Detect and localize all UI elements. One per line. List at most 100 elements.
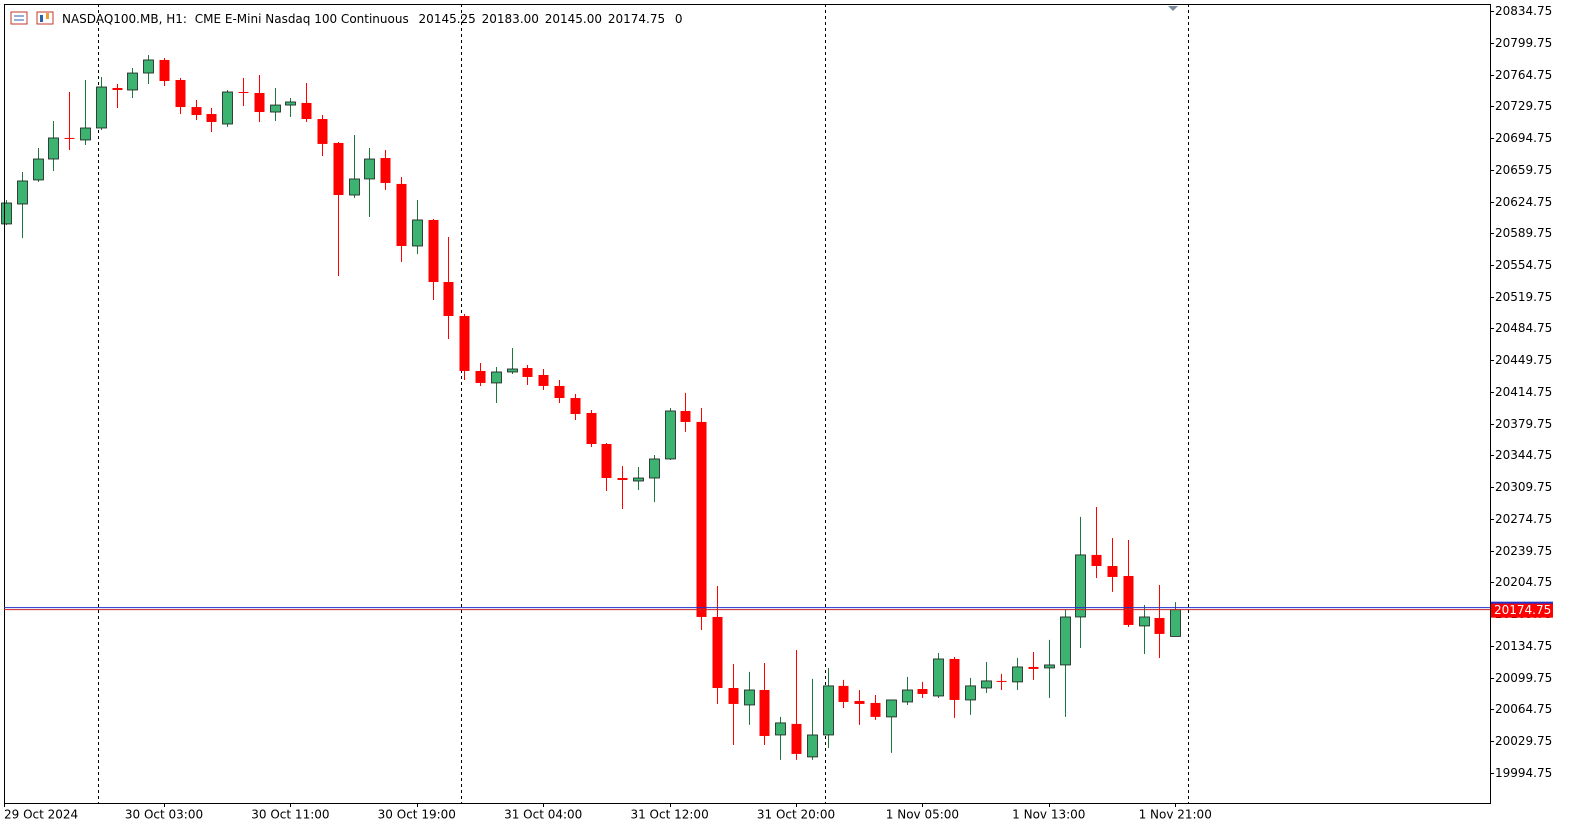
separators xyxy=(98,4,1189,803)
candle-body xyxy=(48,137,59,160)
y-tick-label: 20274.75 xyxy=(1495,512,1552,526)
candle-body xyxy=(317,119,328,144)
y-tick-label: 20064.75 xyxy=(1495,702,1552,716)
candle-body xyxy=(522,367,533,377)
price-label-bg xyxy=(1491,603,1553,618)
candle-body xyxy=(1154,617,1165,634)
candle-body xyxy=(270,104,281,113)
candle-body xyxy=(80,127,91,141)
candle-body xyxy=(949,658,960,700)
candle-body xyxy=(1044,664,1055,669)
candle-body xyxy=(1075,554,1086,618)
y-tick-label: 20834.75 xyxy=(1495,4,1552,18)
candle-body xyxy=(1060,616,1071,666)
y-tick-label: 20309.75 xyxy=(1495,480,1552,494)
low: 20145.00 xyxy=(545,12,602,26)
y-tick-label: 20344.75 xyxy=(1495,448,1552,462)
y-tick-label: 20799.75 xyxy=(1495,36,1552,50)
axes: 20834.75 20799.75 20764.75 20729.75 20694.75… xyxy=(4,4,1553,822)
candle-body xyxy=(254,92,265,113)
y-tick-label: 20729.75 xyxy=(1495,99,1552,113)
candle-body xyxy=(775,722,786,736)
price-label: 20174.75 xyxy=(1494,603,1551,617)
candle-body xyxy=(1,202,12,225)
candle-body xyxy=(459,316,470,371)
chart-header: NASDAQ100.MB, H1: CME E-Mini Nasdaq 100 … xyxy=(62,12,683,26)
candle-body xyxy=(902,689,913,703)
open: 20145.25 xyxy=(419,12,476,26)
candle-body xyxy=(491,371,502,384)
close: 20174.75 xyxy=(608,12,665,26)
candle-body xyxy=(870,702,881,717)
y-tick-label: 20764.75 xyxy=(1495,68,1552,82)
high: 20183.00 xyxy=(482,12,539,26)
icon xyxy=(46,13,49,19)
candle-body xyxy=(159,59,170,82)
x-tick-label: 1 Nov 21:00 xyxy=(1139,808,1212,822)
candle-body xyxy=(617,478,628,481)
volume: 0 xyxy=(675,12,683,26)
candle-body xyxy=(112,87,123,90)
y-tick-label: 20519.75 xyxy=(1495,290,1552,304)
candle-body xyxy=(744,689,755,706)
candle-body xyxy=(64,137,75,139)
x-tick-label: 29 Oct 2024 xyxy=(4,808,78,822)
candle-body xyxy=(965,685,976,701)
candle-body xyxy=(570,398,581,414)
candle-body xyxy=(175,80,186,108)
y-tick-label: 20554.75 xyxy=(1495,258,1552,272)
y-tick-label: 20414.75 xyxy=(1495,385,1552,399)
header-icons xyxy=(10,11,54,25)
candle-body xyxy=(96,86,107,129)
x-tick-label: 1 Nov 13:00 xyxy=(1012,808,1085,822)
candle-body xyxy=(1123,575,1134,625)
candle-body xyxy=(917,688,928,694)
candle-body xyxy=(728,687,739,704)
x-tick-label: 30 Oct 11:00 xyxy=(251,808,329,822)
candle-body xyxy=(333,142,344,196)
candle-body xyxy=(428,219,439,283)
shift-marker xyxy=(1168,6,1178,11)
candle-body xyxy=(665,410,676,460)
candle-body xyxy=(1139,616,1150,627)
icon xyxy=(10,11,28,25)
candle-body xyxy=(206,114,217,123)
x-tick-label: 30 Oct 19:00 xyxy=(378,808,456,822)
x-tick-label: 31 Oct 12:00 xyxy=(630,808,708,822)
candle-body xyxy=(285,101,296,106)
y-tick-label: 20624.75 xyxy=(1495,195,1552,209)
candle-body xyxy=(996,680,1007,682)
description: CME E-Mini Nasdaq 100 Continuous xyxy=(195,12,409,26)
candle-body xyxy=(586,412,597,444)
candle-body xyxy=(191,107,202,116)
y-tick-label: 20379.75 xyxy=(1495,417,1552,431)
candle-body xyxy=(127,72,138,91)
candle-body xyxy=(1107,565,1118,577)
x-tick-label: 31 Oct 20:00 xyxy=(757,808,835,822)
candle-body xyxy=(238,91,249,93)
candle-body xyxy=(301,102,312,120)
candle-body xyxy=(17,180,28,205)
y-tick-label: 20134.75 xyxy=(1495,639,1552,653)
candle-body xyxy=(538,374,549,386)
candle-body xyxy=(807,734,818,758)
candle-body xyxy=(554,385,565,399)
candle-body xyxy=(475,370,486,383)
y-tick-label: 20659.75 xyxy=(1495,163,1552,177)
y-tick-label: 20239.75 xyxy=(1495,544,1552,558)
y-tick-label: 20694.75 xyxy=(1495,131,1552,145)
candle-body xyxy=(443,282,454,317)
x-tick-label: 1 Nov 05:00 xyxy=(886,808,959,822)
candle-body xyxy=(712,616,723,688)
icon xyxy=(40,15,43,22)
candle-body xyxy=(680,410,691,422)
candle-body xyxy=(1170,609,1181,637)
x-tick-label: 30 Oct 03:00 xyxy=(125,808,203,822)
plot-frame xyxy=(4,4,1491,804)
candles xyxy=(1,54,1181,760)
candle-body xyxy=(1028,666,1039,669)
candle-body xyxy=(412,219,423,247)
candle-body xyxy=(981,680,992,689)
